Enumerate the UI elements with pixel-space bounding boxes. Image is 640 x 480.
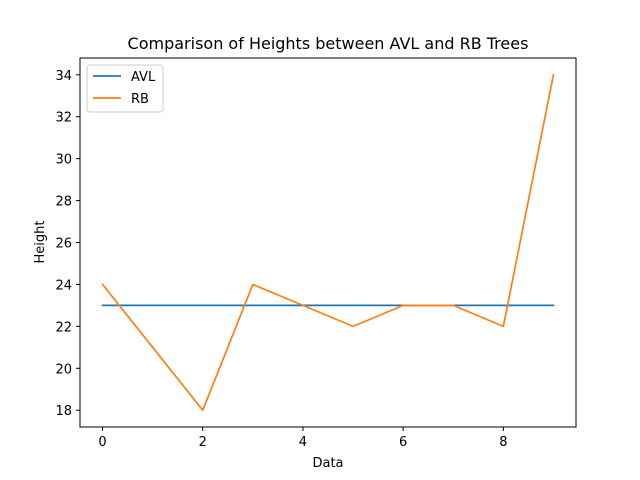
x-tick-label: 0 xyxy=(98,435,106,450)
x-tick-label: 4 xyxy=(299,435,307,450)
y-tick-label: 24 xyxy=(55,278,72,293)
y-tick-label: 26 xyxy=(55,237,72,252)
y-axis-ticks: 18 20 22 24 26 28 30 32 34 xyxy=(55,69,80,419)
y-tick-label: 32 xyxy=(55,111,72,126)
y-tick-label: 22 xyxy=(55,320,72,335)
x-axis-ticks: 0 2 4 6 8 xyxy=(98,427,507,450)
plot-frame xyxy=(79,57,577,428)
chart-title: Comparison of Heights between AVL and RB… xyxy=(128,34,529,53)
x-axis-label: Data xyxy=(312,456,343,471)
x-tick-label: 6 xyxy=(399,435,407,450)
series-line-rb xyxy=(101,73,555,412)
y-tick-label: 28 xyxy=(55,195,72,210)
y-tick-label: 18 xyxy=(55,404,72,419)
legend-label-rb: RB xyxy=(131,92,149,107)
legend-label-avl: AVL xyxy=(131,70,156,85)
x-tick-label: 2 xyxy=(199,435,207,450)
x-tick-label: 8 xyxy=(499,435,507,450)
plot-area xyxy=(80,58,576,427)
y-axis-label: Height xyxy=(33,221,48,264)
series-layer xyxy=(101,73,555,412)
legend: AVL RB xyxy=(86,64,164,113)
y-tick-label: 34 xyxy=(55,69,72,84)
y-tick-label: 30 xyxy=(55,153,72,168)
y-tick-label: 20 xyxy=(55,362,72,377)
